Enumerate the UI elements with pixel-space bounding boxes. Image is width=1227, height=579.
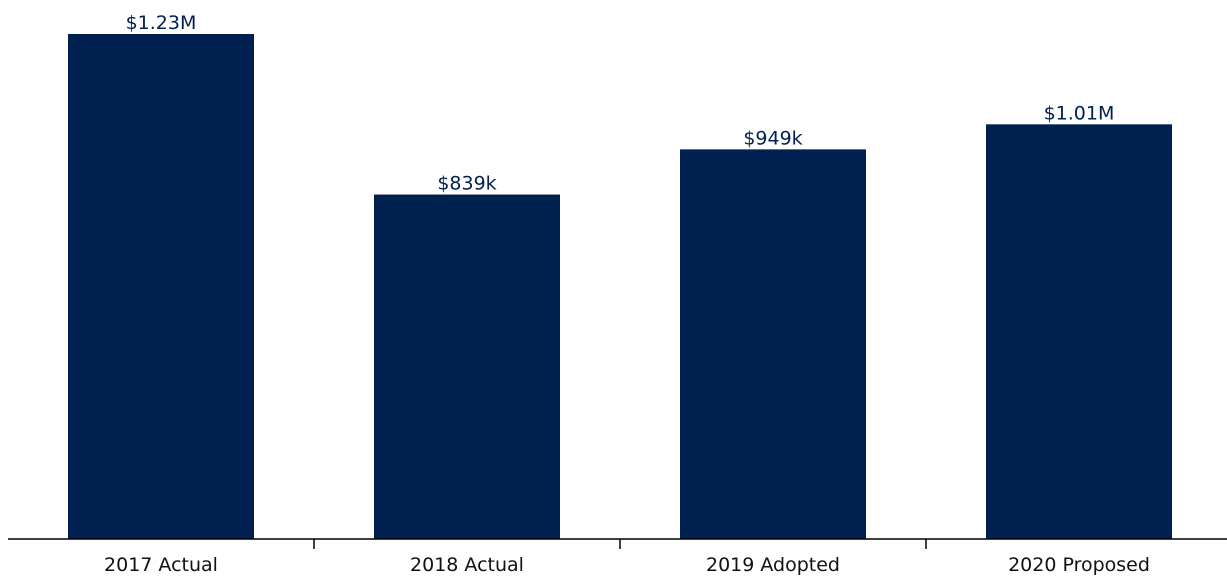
x-tick-label-2020-proposed: 2020 Proposed [1008, 554, 1150, 576]
data-labels-layer: $1.23M $839k $949k $1.01M [126, 12, 1115, 195]
bars-layer [68, 34, 1172, 540]
data-label-2020-proposed: $1.01M [1044, 102, 1115, 124]
bar-2020-proposed [986, 124, 1172, 540]
data-label-2019-adopted: $949k [743, 127, 802, 149]
x-axis: 2017 Actual 2018 Actual 2019 Adopted 2020 P… [8, 538, 1227, 576]
data-label-2018-actual: $839k [437, 173, 496, 195]
data-label-2017-actual: $1.23M [126, 12, 197, 34]
x-tick-label-2018-actual: 2018 Actual [410, 554, 524, 576]
bar-2019-adopted [680, 149, 866, 539]
x-tick-label-2019-adopted: 2019 Adopted [706, 554, 840, 576]
x-tick-label-2017-actual: 2017 Actual [104, 554, 218, 576]
bar-2018-actual [374, 194, 560, 539]
bar-2017-actual [68, 34, 254, 539]
